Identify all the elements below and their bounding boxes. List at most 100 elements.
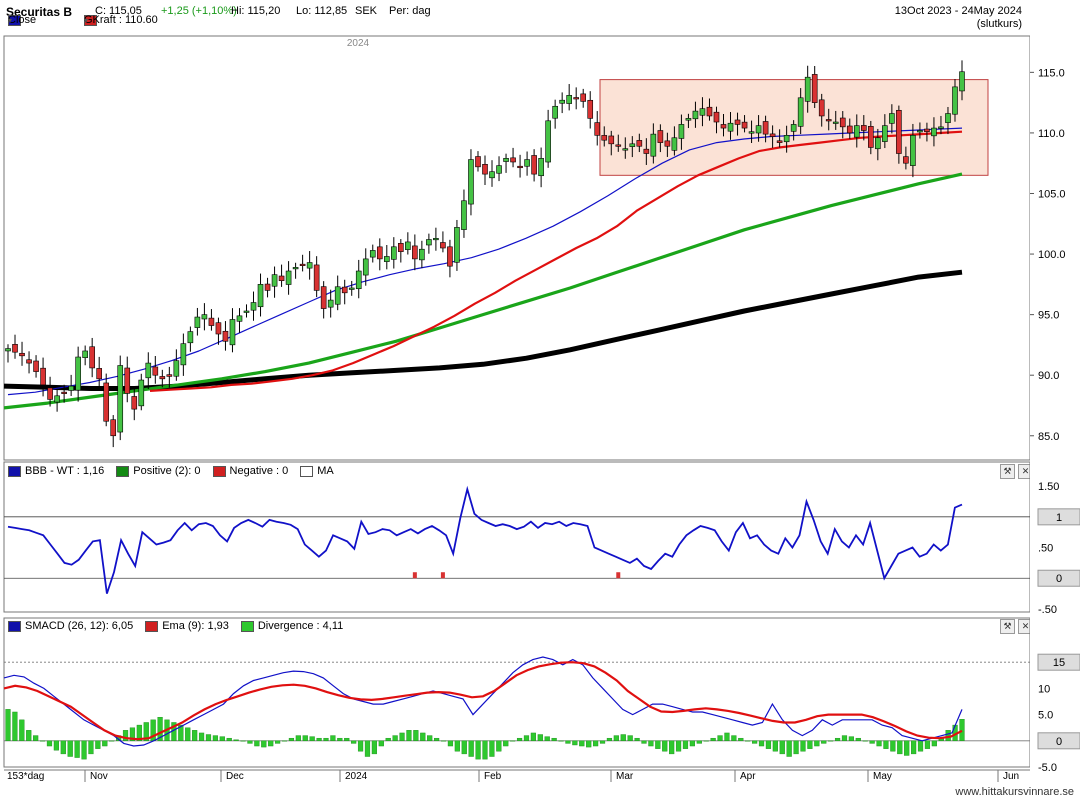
divergence-bar xyxy=(198,732,205,742)
divergence-bar xyxy=(862,740,868,742)
divergence-bar xyxy=(924,740,931,749)
candle xyxy=(875,137,881,150)
candle xyxy=(825,119,832,122)
divergence-bar xyxy=(648,740,654,747)
panel3-legend: SMACD (26, 12): 6,05 Ema (9): 1,93 Diver… xyxy=(8,620,343,632)
divergence-bar xyxy=(337,737,343,741)
divergence-bar xyxy=(786,740,792,757)
divergence-bar xyxy=(288,737,295,741)
candle xyxy=(720,124,727,129)
divergence-bar xyxy=(129,727,136,742)
x-month-label: Mar xyxy=(616,771,634,782)
bbb-value-box xyxy=(1037,508,1080,526)
candle xyxy=(173,360,180,377)
divergence-bar xyxy=(869,740,875,744)
legend-close-label: Close xyxy=(8,14,37,26)
candle xyxy=(383,256,390,262)
divergence-bar xyxy=(516,737,523,741)
divergence-bar xyxy=(323,737,329,741)
candle xyxy=(419,248,425,261)
x-period-label: 153*dag xyxy=(7,771,44,782)
price-tick-label: 85.0 xyxy=(1038,431,1059,443)
divergence-bar xyxy=(758,740,765,747)
candle xyxy=(264,283,271,291)
candle xyxy=(166,374,173,377)
candle xyxy=(671,137,678,151)
candle xyxy=(306,262,313,269)
divergence-bar xyxy=(703,740,709,742)
candle xyxy=(54,395,60,403)
chevron-down-icon[interactable]: ▾ xyxy=(8,15,13,25)
close-icon[interactable]: ✕ xyxy=(1018,619,1033,634)
price-tick-label: 115.0 xyxy=(1038,67,1065,79)
divergence-bar xyxy=(675,740,682,752)
divergence-bar xyxy=(551,737,557,741)
candle xyxy=(931,127,937,137)
divergence-bar xyxy=(897,740,903,755)
divergence-bar xyxy=(46,740,53,747)
divergence-bar xyxy=(26,730,32,742)
candle xyxy=(580,93,587,102)
security-name: Securitas B xyxy=(6,5,73,19)
x-month-label: 2024 xyxy=(345,771,368,782)
divergence-bar xyxy=(19,719,25,742)
candle xyxy=(412,245,418,260)
candle xyxy=(33,360,39,372)
candle xyxy=(40,367,46,386)
divergence-bar xyxy=(821,740,827,744)
divergence-bar xyxy=(385,737,391,741)
wrench-icon[interactable]: ⚒ xyxy=(1000,464,1015,479)
candle xyxy=(678,124,685,139)
divergence-bar xyxy=(440,740,447,742)
close-swatch xyxy=(8,14,21,26)
divergence-bar xyxy=(510,740,516,742)
divergence-bar xyxy=(634,737,640,741)
candle xyxy=(201,314,208,320)
ma-swatch xyxy=(300,465,314,477)
candle xyxy=(650,133,657,157)
divergence-bar xyxy=(461,740,467,755)
candle xyxy=(910,135,916,166)
divergence-bar xyxy=(523,735,530,741)
divergence-bar xyxy=(5,709,11,741)
candle xyxy=(636,140,643,147)
divergence-bar xyxy=(205,734,212,742)
candle xyxy=(376,246,383,260)
divergence-bar xyxy=(752,740,758,744)
candle xyxy=(959,71,965,92)
candle xyxy=(573,97,579,100)
smacd-label: SMACD (26, 12): 6,05 xyxy=(25,620,134,632)
period: Per: dag xyxy=(389,5,431,17)
candle xyxy=(601,135,608,141)
candle xyxy=(47,387,53,400)
currency: SEK xyxy=(355,5,378,17)
smacd-value-box xyxy=(1037,732,1080,750)
smacd-tick-label: 10 xyxy=(1038,683,1050,695)
candle xyxy=(433,238,439,241)
smacd-tick-label: 5.0 xyxy=(1038,710,1053,722)
divergence-bar xyxy=(102,740,108,747)
negative-label: Negative : 0 xyxy=(229,465,289,477)
bbb-swatch xyxy=(8,465,21,477)
chevron-down-icon[interactable]: ▾ xyxy=(84,15,89,25)
wrench-icon[interactable]: ⚒ xyxy=(1000,619,1015,634)
divergence-bar xyxy=(738,737,744,741)
candle xyxy=(917,130,923,133)
bbb-tick-label: 1 xyxy=(1056,512,1062,524)
divergence-bar xyxy=(855,737,861,741)
candle xyxy=(776,140,783,143)
divergence-bar xyxy=(689,740,695,747)
divergence-bar xyxy=(468,740,474,757)
candle xyxy=(447,246,453,267)
divergence-bar xyxy=(309,736,315,741)
divergence-bar xyxy=(378,740,384,747)
negative-marker xyxy=(412,572,417,579)
divergence-bar xyxy=(364,740,371,757)
divergence-bar xyxy=(136,724,142,742)
candle xyxy=(545,120,551,163)
candle xyxy=(243,310,250,313)
candle xyxy=(285,270,292,285)
divergence-bar xyxy=(579,740,585,747)
candle xyxy=(692,110,699,120)
